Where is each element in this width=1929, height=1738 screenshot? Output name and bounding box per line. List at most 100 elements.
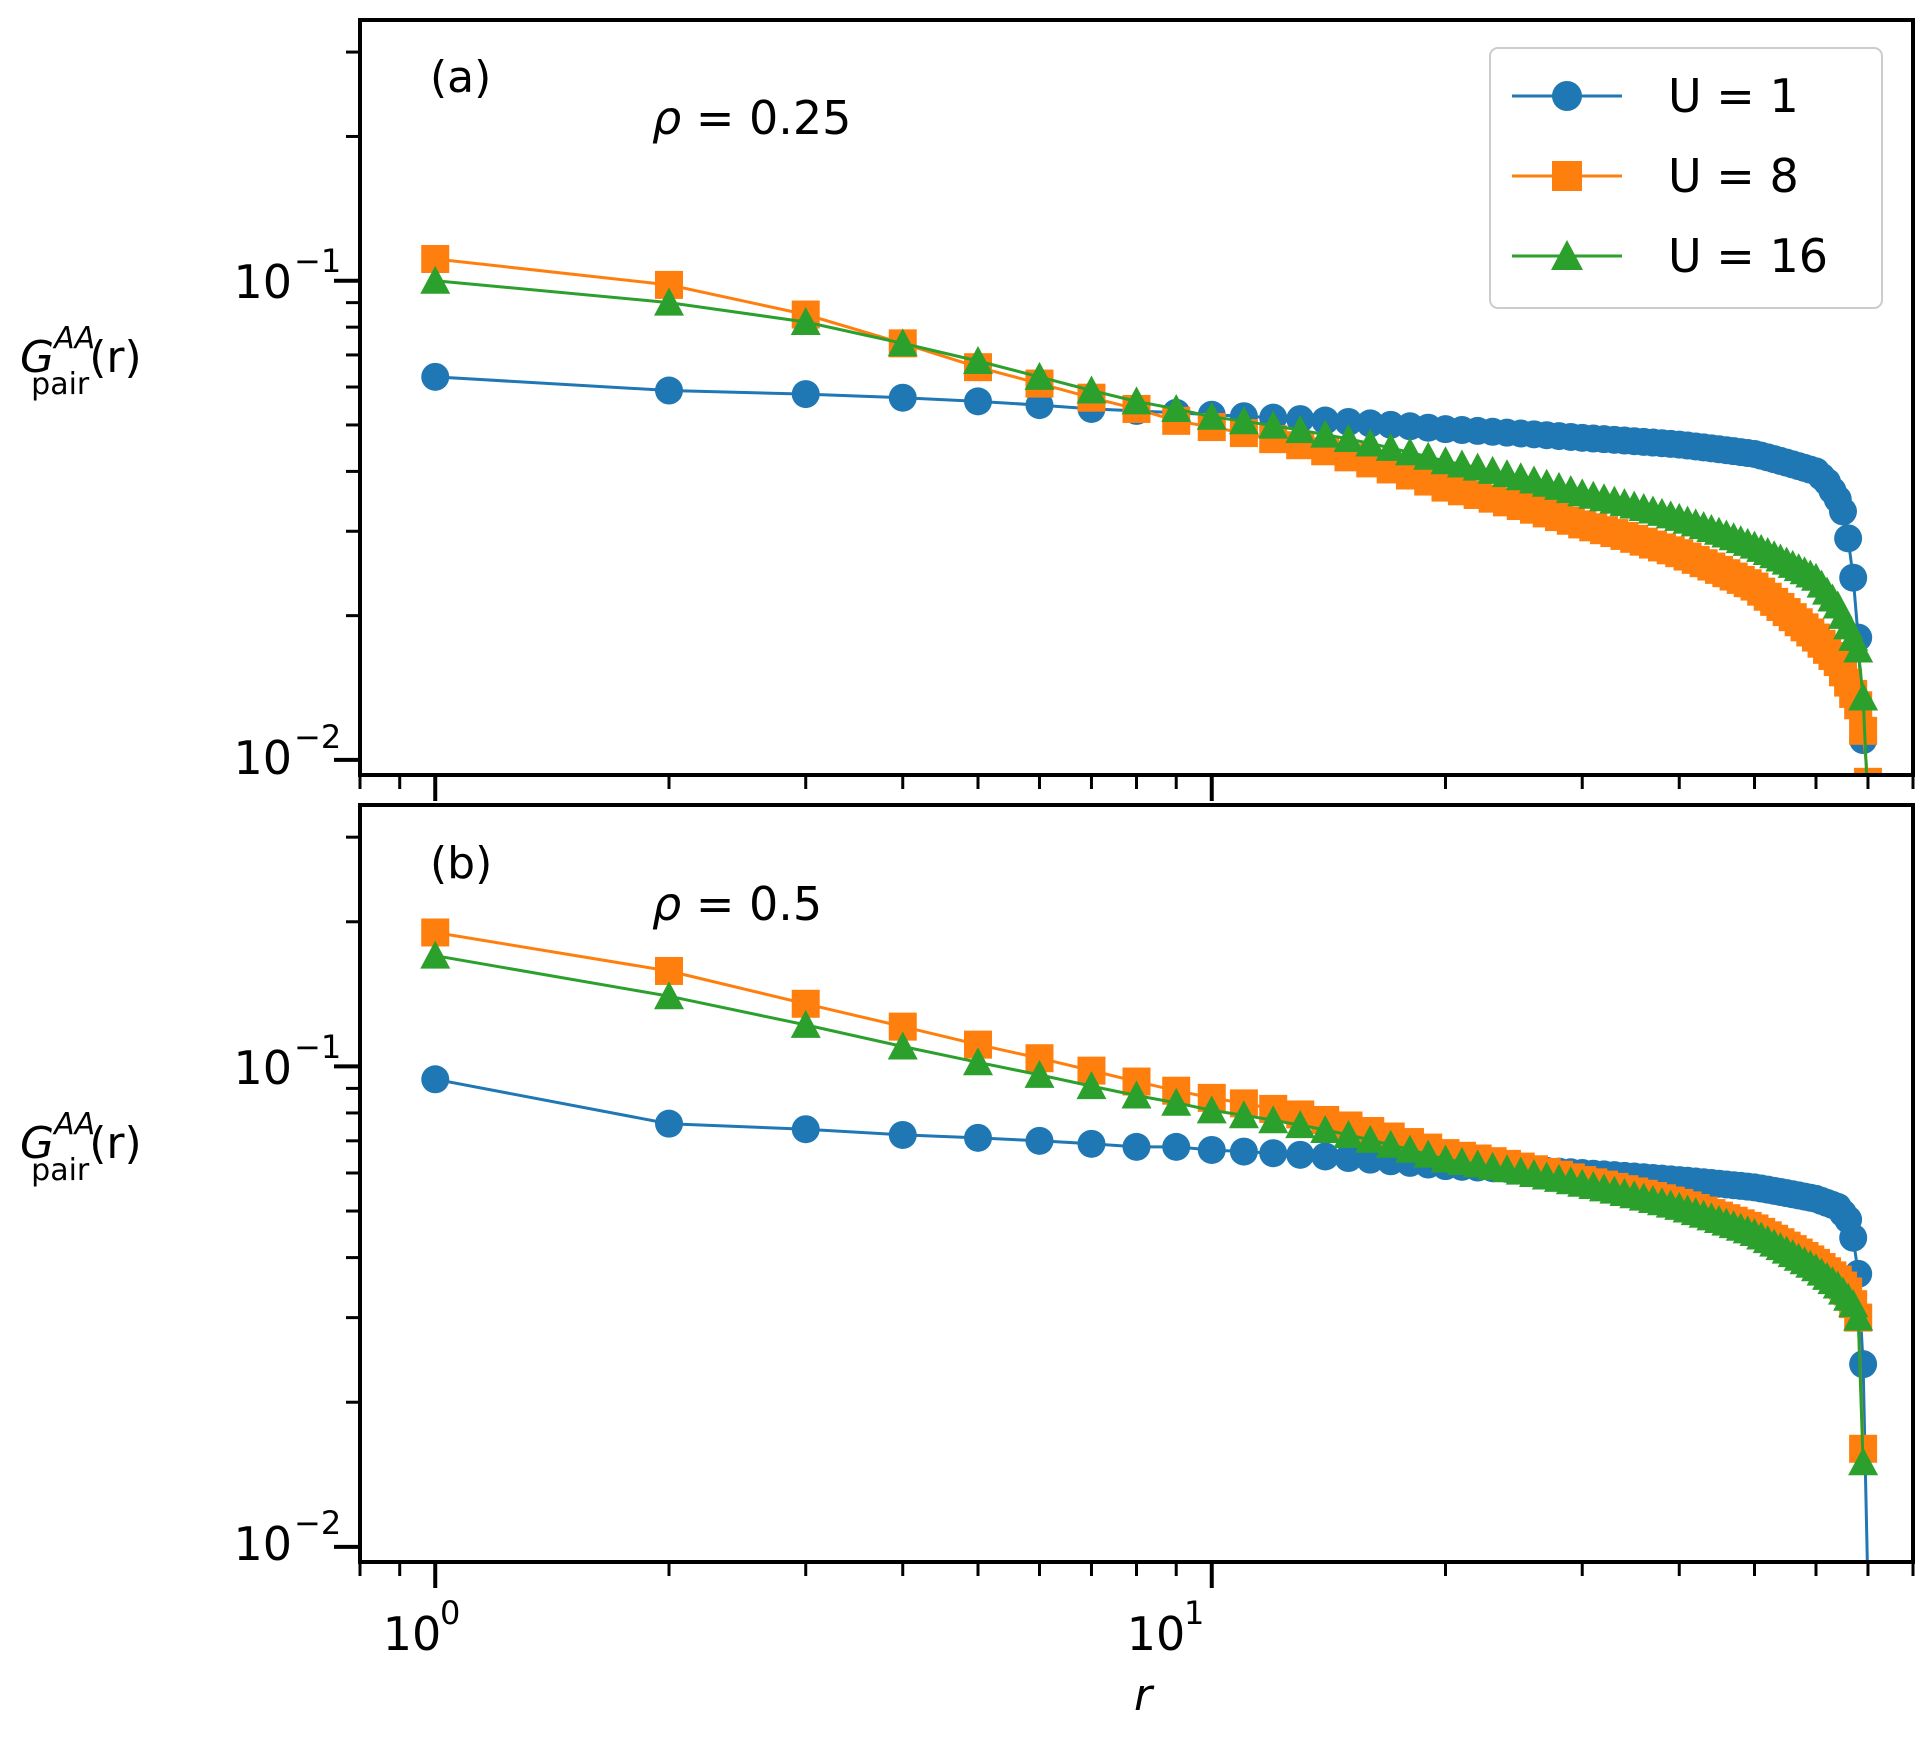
x-axis-label: r <box>1134 1670 1155 1721</box>
data-point-triangle <box>1196 1095 1227 1124</box>
data-point-triangle <box>1413 441 1444 470</box>
data-point-triangle <box>790 1009 821 1038</box>
data-point-triangle <box>1333 1119 1364 1148</box>
y-tick-label-b-0: 10 −1 <box>233 1028 341 1095</box>
data-point-circle <box>964 387 993 416</box>
data-point-triangle <box>963 1047 994 1076</box>
data-point-triangle <box>1121 386 1152 415</box>
data-point-circle <box>1286 1140 1315 1169</box>
data-point-circle <box>421 1065 450 1094</box>
x-tick-base: 10 <box>1127 1607 1186 1661</box>
x-tick-exponent: 1 <box>1184 1594 1204 1632</box>
data-point-triangle <box>1333 424 1364 453</box>
panel-a-major-ticks <box>334 278 1214 801</box>
legend-marker-triangle <box>1551 240 1583 270</box>
data-point-triangle <box>1843 1302 1874 1331</box>
svg-text:U = 16: U = 16 <box>1668 229 1828 283</box>
data-point-triangle <box>1355 1124 1386 1153</box>
data-point-circle <box>888 383 917 412</box>
data-point-triangle <box>1355 428 1386 457</box>
svg-text:U = 8: U = 8 <box>1668 149 1799 203</box>
data-point-triangle <box>887 1031 918 1060</box>
data-point-triangle <box>1375 1129 1406 1158</box>
equals-sign: = <box>681 877 749 931</box>
data-point-circle <box>1839 563 1868 592</box>
data-point-circle <box>1122 1132 1151 1161</box>
y-tick-label-a-1: 10 −2 <box>233 718 341 785</box>
rho-symbol: ρ <box>652 877 681 931</box>
data-point-triangle <box>420 265 451 294</box>
data-point-triangle <box>1310 419 1341 448</box>
data-point-circle <box>421 362 450 391</box>
data-point-triangle <box>1258 1105 1289 1134</box>
data-point-triangle <box>420 940 451 969</box>
series-u=1 <box>421 362 1878 755</box>
data-point-triangle <box>1076 375 1107 404</box>
panel-a-y-axis-label: GAA pair(r) <box>20 321 142 402</box>
data-point-triangle <box>1394 1134 1425 1163</box>
data-point-circle <box>655 1109 684 1138</box>
data-point-square <box>1853 767 1882 775</box>
y-tick-exponent: −1 <box>294 1028 341 1066</box>
data-point-triangle <box>1161 1087 1192 1116</box>
svg-text:10: 10 <box>1127 1607 1186 1661</box>
panel-a-minor-ticks <box>346 50 1915 789</box>
x-tick-exponent: 0 <box>440 1594 460 1632</box>
data-point-triangle <box>1196 401 1227 430</box>
data-point-circle <box>791 1115 820 1144</box>
data-point-triangle <box>1394 437 1425 466</box>
data-point-triangle <box>1310 1115 1341 1144</box>
data-point-circle <box>1334 407 1363 436</box>
data-point-triangle <box>1161 393 1192 422</box>
data-point-circle <box>1162 1132 1191 1161</box>
data-point-circle <box>1839 1223 1868 1252</box>
legend-entry-u16: U = 16 <box>1512 229 1828 283</box>
data-point-circle <box>888 1120 917 1149</box>
y-tick-base: 10 <box>233 1041 292 1095</box>
svg-text:−2: −2 <box>294 1504 341 1542</box>
data-point-triangle <box>1024 1059 1055 1088</box>
data-point-triangle <box>1285 415 1316 444</box>
data-point-triangle <box>1228 1100 1259 1129</box>
y-tick-label-b-1: 10 −2 <box>233 1504 341 1571</box>
data-point-triangle <box>1285 1110 1316 1139</box>
svg-text:U = 1: U = 1 <box>1668 69 1799 123</box>
panel-a-label: (a) <box>430 52 491 103</box>
plot-series-group <box>420 918 1879 1562</box>
data-point-triangle <box>654 287 685 316</box>
data-point-triangle <box>1228 406 1259 435</box>
data-point-triangle <box>1848 682 1879 711</box>
data-point-triangle <box>1024 361 1055 390</box>
data-point-circle <box>1356 409 1385 438</box>
plot-series-group <box>420 244 1882 775</box>
panel-a-frame <box>358 18 1915 777</box>
y-tick-base: 10 <box>233 731 292 785</box>
equals-sign: = <box>681 91 749 145</box>
svg-text:−2: −2 <box>294 718 341 756</box>
legend-box <box>1489 47 1883 309</box>
density-value: 0.5 <box>749 877 822 931</box>
svg-text:−1: −1 <box>294 242 341 280</box>
panel-b-major-ticks <box>334 1064 1214 1588</box>
data-point-triangle <box>1076 1071 1107 1100</box>
data-point-circle <box>655 376 684 405</box>
data-point-circle <box>1025 1126 1054 1155</box>
legend-entry-u8: U = 8 <box>1512 149 1799 203</box>
x-tick-label-0: 10 0 <box>383 1594 461 1661</box>
density-value: 0.25 <box>749 91 851 145</box>
data-point-circle <box>1197 1135 1226 1164</box>
data-point-circle <box>1259 1139 1288 1168</box>
y-tick-base: 10 <box>233 255 292 309</box>
data-point-triangle <box>1258 410 1289 439</box>
data-point-triangle <box>1848 1447 1879 1476</box>
x-tick-base: 10 <box>383 1607 442 1661</box>
data-point-circle <box>1025 391 1054 420</box>
panel-a-density-annotation: ρ = 0.25 <box>652 91 851 145</box>
data-point-triangle <box>654 981 685 1010</box>
panel-b-plot-area <box>420 918 1879 1562</box>
data-point-circle <box>1334 1144 1363 1173</box>
x-tick-label-1: 10 1 <box>1127 1594 1205 1661</box>
data-point-circle <box>1828 497 1857 526</box>
svg-text:−1: −1 <box>294 1028 341 1066</box>
